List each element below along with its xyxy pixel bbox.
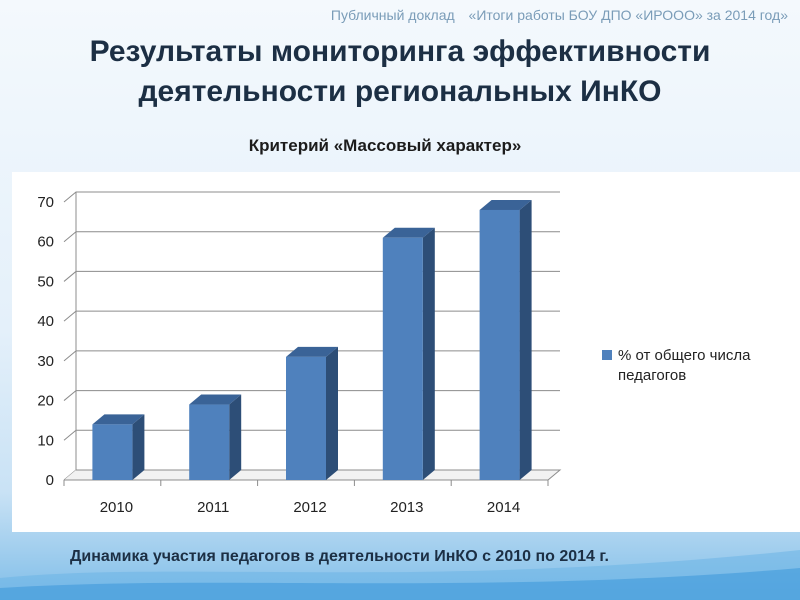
header-report-title: «Итоги работы БОУ ДПО «ИРООО» за 2014 го…	[468, 7, 788, 23]
bar-top	[92, 414, 145, 425]
bar-side	[229, 394, 242, 480]
bar	[479, 209, 520, 480]
axis-wall-left	[63, 192, 77, 481]
chart-caption: Динамика участия педагогов в деятельност…	[70, 548, 609, 565]
y-tick-label: 20	[37, 393, 54, 410]
x-tick-label: 2013	[390, 499, 423, 516]
bar	[286, 356, 326, 480]
page-title-line-2: деятельности региональных ИнКО	[138, 75, 662, 108]
y-tick-label: 70	[37, 194, 54, 211]
bar-top	[189, 394, 242, 405]
page-title-line-1: Результаты мониторинга эффективности	[89, 35, 711, 68]
x-tick-label: 2011	[197, 499, 229, 516]
gridline	[63, 191, 560, 203]
bar	[92, 424, 133, 480]
bar-side	[132, 414, 145, 480]
x-tick-label: 2014	[487, 499, 520, 516]
bar-top	[382, 227, 435, 238]
bar-top	[286, 346, 338, 357]
y-tick-label: 40	[37, 313, 54, 330]
y-tick-label: 50	[37, 273, 54, 290]
header-line: Публичный доклад «Итоги работы БОУ ДПО «…	[321, 7, 788, 23]
y-tick-label: 10	[37, 432, 54, 449]
x-tick-label: 2010	[100, 499, 133, 516]
bar-top	[479, 199, 532, 210]
y-tick-label: 30	[37, 353, 54, 370]
legend-label: % от общего числа педагогов	[618, 347, 751, 384]
bar	[382, 237, 423, 480]
bar-side	[519, 199, 532, 480]
bar	[189, 404, 230, 480]
bar-side	[326, 346, 338, 480]
chart-area: 0 10 20 30 40 50 60 70 2010 2011 2012 2013 2014 % от …	[12, 172, 800, 532]
legend-swatch	[602, 350, 612, 360]
page-title: Результаты мониторинга эффективности дея…	[0, 32, 800, 112]
x-tick-label: 2012	[293, 499, 326, 516]
criterion-subtitle: Критерий «Массовый характер»	[248, 136, 522, 155]
bar-side	[422, 227, 435, 480]
y-tick-label: 0	[46, 472, 54, 489]
y-tick-label: 60	[37, 234, 54, 251]
decorative-wave	[0, 550, 800, 600]
header-report-label: Публичный доклад	[330, 7, 455, 23]
bar-chart: 0 10 20 30 40 50 60 70 2010 2011 2012 2013 2014 % от …	[37, 191, 751, 516]
